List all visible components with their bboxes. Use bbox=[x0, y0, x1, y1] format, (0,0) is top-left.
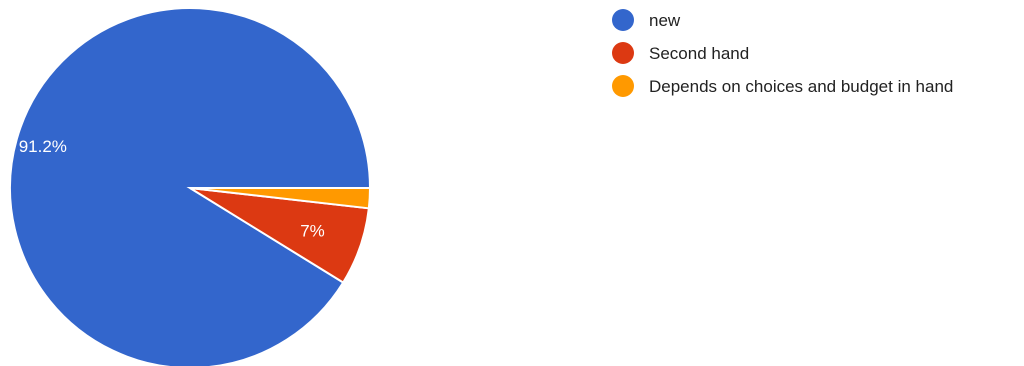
legend: new Second hand Depends on choices and bud… bbox=[612, 8, 1022, 107]
pie-slice-2[interactable] bbox=[189, 187, 372, 210]
legend-label: Depends on choices and budget in hand bbox=[649, 77, 954, 96]
slice-data-label-0: 91.2% bbox=[19, 137, 67, 156]
legend-swatch-icon bbox=[612, 9, 634, 31]
legend-item-0[interactable]: new bbox=[612, 8, 1022, 33]
slice-data-label-1: 7% bbox=[300, 221, 325, 240]
legend-swatch-icon bbox=[612, 42, 634, 64]
legend-swatch-icon bbox=[612, 75, 634, 97]
legend-item-2[interactable]: Depends on choices and budget in hand bbox=[612, 74, 1022, 99]
legend-label: Second hand bbox=[649, 44, 750, 63]
legend-label: new bbox=[649, 11, 681, 30]
legend-item-1[interactable]: Second hand bbox=[612, 41, 1022, 66]
